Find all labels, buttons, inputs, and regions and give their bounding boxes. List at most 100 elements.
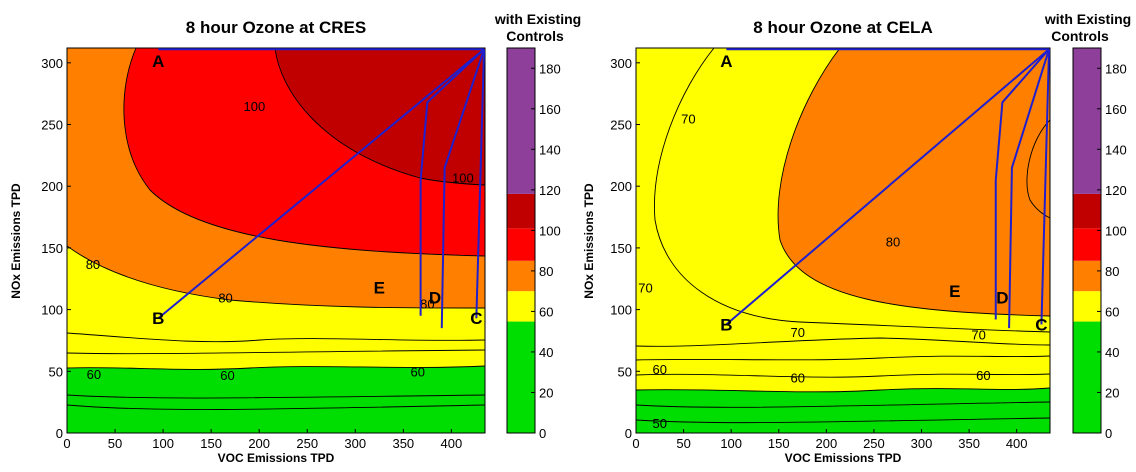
- colorbar-band: [1073, 228, 1101, 261]
- control-paths: [725, 48, 1051, 329]
- y-tick-label: 250: [41, 118, 63, 133]
- point-labels: A B C D E: [152, 52, 482, 328]
- point-label-c: C: [1035, 315, 1047, 334]
- y-tick-label: 300: [41, 56, 63, 71]
- contour-label: 70: [791, 325, 805, 340]
- point-labels: A B C D E: [720, 52, 1047, 335]
- contour-label: 100: [244, 99, 266, 114]
- colorbar: 0 20 40 60 80 100 120 140 160 180: [506, 47, 561, 441]
- y-tick-label: 200: [610, 179, 632, 194]
- path-to-d: [440, 48, 485, 329]
- point-label-d: D: [996, 288, 1008, 307]
- y-tick-label: 0: [625, 426, 632, 441]
- contour-label: 60: [220, 368, 234, 383]
- y-tick-label: 100: [610, 303, 632, 318]
- y-tick-label: 50: [618, 364, 632, 379]
- x-tick-label: 50: [676, 436, 690, 451]
- y-axis-label: NOx Emissions TPD: [582, 183, 596, 299]
- contour-label: 70: [638, 280, 652, 295]
- path-to-e: [419, 48, 485, 316]
- colorbar-band: [1073, 193, 1101, 229]
- plot-frame: [66, 47, 486, 434]
- colorbar: 0 20 40 60 80 100 120 140 160 180: [1072, 47, 1127, 441]
- contour-label: 60: [976, 368, 990, 383]
- colorbar-tick-label: 20: [539, 385, 553, 400]
- colorbar-tick-label: 140: [1105, 142, 1127, 157]
- colorbar-band: [507, 48, 535, 194]
- contour-fill: [636, 48, 1050, 433]
- x-tick-label: 350: [392, 436, 414, 451]
- chart-title: 8 hour Ozone at CELA: [753, 18, 932, 37]
- contour-label: 80: [218, 290, 232, 305]
- x-ticks: 0 50 100 150 200 250 300 350 400: [63, 429, 462, 451]
- y-tick-label: 150: [41, 241, 63, 256]
- colorbar-tick-label: 100: [539, 223, 561, 238]
- colorbar-tick-label: 40: [539, 345, 553, 360]
- x-tick-label: 250: [863, 436, 885, 451]
- colorbar-frame: [506, 47, 536, 434]
- colorbar-title: with Existing Controls: [494, 11, 585, 44]
- x-tick-label: 0: [63, 436, 70, 451]
- contour-label: 80: [420, 296, 434, 311]
- colorbar-frame: [1072, 47, 1102, 434]
- contour-label: 60: [87, 367, 101, 382]
- colorbar-tick-label: 120: [539, 183, 561, 198]
- plot-frame: [635, 47, 1051, 434]
- path-to-c: [475, 49, 486, 319]
- colorbar-band: [507, 260, 535, 292]
- x-tick-label: 300: [344, 436, 366, 451]
- x-tick-label: 200: [248, 436, 270, 451]
- y-tick-label: 100: [41, 303, 63, 318]
- point-label-c: C: [470, 309, 482, 328]
- contour-label: 50: [653, 416, 667, 431]
- colorbar-tick-label: 0: [539, 426, 546, 441]
- path-to-e: [994, 48, 1050, 320]
- contour-label: 100: [452, 171, 474, 186]
- x-tick-label: 400: [1006, 436, 1028, 451]
- colorbar-tick-label: 120: [1105, 183, 1127, 198]
- point-label-d: D: [429, 288, 441, 307]
- point-label-e: E: [949, 282, 960, 301]
- contour-labels: 100 100 80 80 80 60 60 60: [86, 99, 474, 383]
- point-label-a: A: [152, 52, 164, 71]
- chart-title: 8 hour Ozone at CRES: [186, 18, 366, 37]
- y-ticks: 0 50 100 150 200 250 300: [41, 56, 71, 441]
- colorbar-tick-label: 160: [1105, 102, 1127, 117]
- colorbar-tick-label: 40: [1105, 345, 1119, 360]
- colorbar-band: [507, 228, 535, 261]
- path-to-b: [157, 48, 485, 320]
- colorbar-band: [1073, 260, 1101, 292]
- path-to-b: [725, 48, 1050, 326]
- contour-label: 80: [86, 257, 100, 272]
- colorbar-tick-label: 0: [1105, 426, 1112, 441]
- x-tick-label: 150: [200, 436, 222, 451]
- colorbar-tick-label: 160: [539, 102, 561, 117]
- colorbar-band: [1073, 48, 1101, 194]
- colorbar-tick-label: 20: [1105, 385, 1119, 400]
- point-label-b: B: [152, 309, 164, 328]
- colorbar-tick-label: 80: [539, 264, 553, 279]
- y-axis-label: NOx Emissions TPD: [9, 183, 23, 299]
- colorbar-band: [1073, 291, 1101, 322]
- colorbar-tick-label: 60: [1105, 304, 1119, 319]
- path-to-d: [1008, 48, 1051, 329]
- contour-labels: 70 70 70 70 80 60 60 60 50: [638, 111, 990, 431]
- x-tick-label: 300: [911, 436, 933, 451]
- x-tick-label: 350: [958, 436, 980, 451]
- colorbar-title: with Existing Controls: [1044, 11, 1135, 44]
- x-axis-label: VOC Emissions TPD: [218, 451, 335, 465]
- point-label-a: A: [720, 52, 732, 71]
- contour-label: 80: [886, 235, 900, 250]
- contour-label: 70: [971, 327, 985, 342]
- y-ticks: 0 50 100 150 200 250 300: [610, 56, 640, 441]
- x-ticks: 0 50 100 150 200 250 300 350 400: [632, 429, 1028, 451]
- colorbar-band: [1073, 321, 1101, 433]
- point-label-b: B: [720, 315, 732, 334]
- y-tick-label: 250: [610, 118, 632, 133]
- x-tick-label: 50: [108, 436, 122, 451]
- colorbar-tick-label: 180: [1105, 61, 1127, 76]
- contour-label: 60: [653, 362, 667, 377]
